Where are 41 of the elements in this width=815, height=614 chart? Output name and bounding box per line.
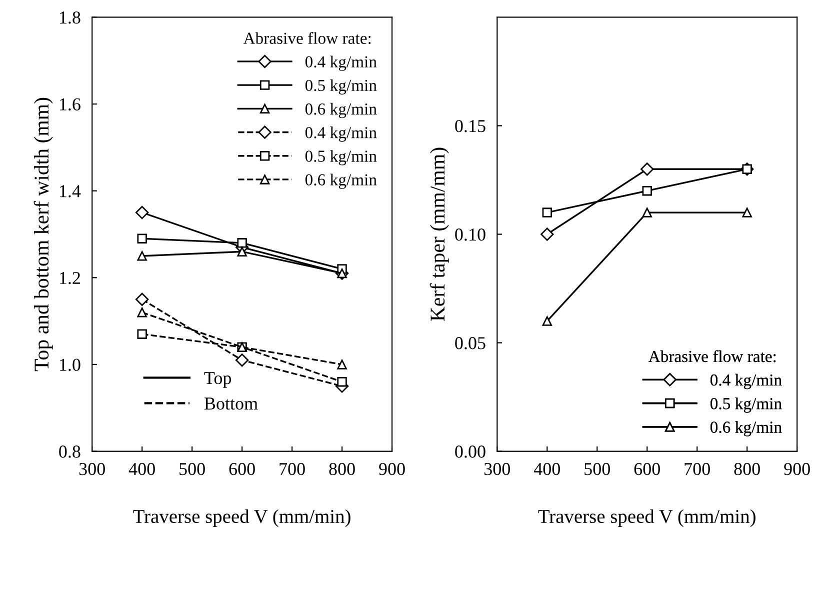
legend-label: 0.5 kg/min [305, 150, 377, 166]
legend-label: 0.4 kg/min [305, 126, 377, 142]
y-tick-label: 0.10 [455, 228, 486, 241]
x-tick-label: 300 [484, 462, 510, 476]
x-axis-title: Traverse speed V (mm/min) [538, 509, 756, 527]
y-axis-title: Kerf taper (mm/mm) [430, 148, 449, 321]
x-tick-label: 600 [634, 462, 660, 476]
x-axis-title: Traverse speed V (mm/min) [133, 509, 350, 527]
y-tick-label: 1.6 [60, 98, 80, 111]
legend-label: 0.4 kg/min [305, 56, 377, 71]
x-tick-label: 400 [534, 462, 560, 476]
legend-label: 0.6 kg/min [710, 421, 782, 436]
annotation: Bottom [204, 398, 258, 410]
y-tick-label: 1.2 [60, 272, 80, 284]
x-tick-label: 700 [280, 462, 305, 476]
x-tick-label: 300 [79, 462, 105, 476]
y-tick-label: 0.15 [455, 120, 486, 132]
legend-label: 0.6 kg/min [305, 102, 377, 118]
legend-title: Abrasive flow rate: [243, 32, 371, 44]
legend-label: 0.4 kg/min [710, 374, 782, 390]
x-tick-label: 800 [734, 462, 760, 476]
legend-label: 0.6 kg/min [305, 174, 377, 189]
y-tick-label: 0.8 [59, 446, 80, 458]
x-tick-label: 900 [379, 462, 405, 476]
x-tick-label: 400 [128, 462, 155, 476]
x-tick-label: 500 [180, 462, 205, 476]
x-tick-label: 500 [584, 462, 610, 476]
legend-label: 0.5 kg/min [710, 398, 782, 413]
x-tick-label: 700 [684, 462, 710, 476]
legend-title: Abrasive flow rate: [648, 350, 776, 362]
y-tick-label: 0.05 [455, 337, 486, 350]
legend-label: 0.5 kg/min [305, 79, 377, 94]
y-tick-label: 1.0 [60, 358, 80, 371]
y-tick-label: 1.4 [60, 185, 81, 198]
y-tick-label: 0.00 [455, 446, 486, 458]
annotation: Top [204, 372, 232, 388]
x-tick-label: 600 [229, 462, 255, 476]
y-axis-title: Top and bottom kerf width (mm) [34, 98, 53, 372]
x-tick-label: 800 [329, 462, 355, 476]
y-tick-label: 1.8 [60, 11, 80, 24]
x-tick-label: 900 [784, 462, 810, 476]
